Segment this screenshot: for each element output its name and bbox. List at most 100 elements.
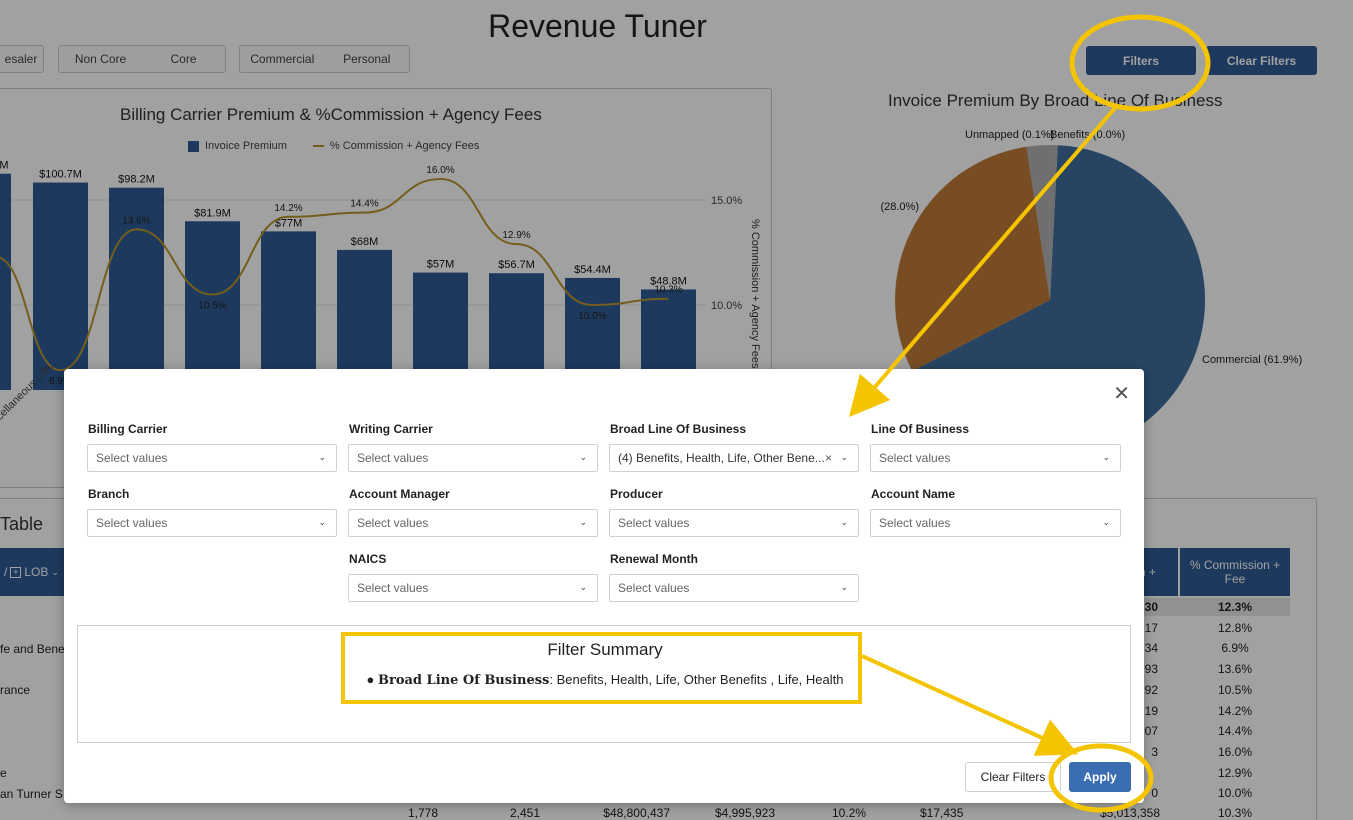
chevron-down-icon[interactable]: ⌄ [51, 566, 59, 577]
clear-selection-icon[interactable]: × [824, 451, 832, 465]
commission-line [0, 177, 669, 372]
segment-core-label[interactable]: Core [170, 52, 197, 66]
bar-data-label: $68M [351, 236, 379, 248]
page-title: Revenue Tuner [488, 8, 707, 44]
lob-placeholder: Select values [879, 451, 951, 465]
filter-label-producer: Producer [610, 487, 663, 501]
table-cell: 34 [1144, 641, 1158, 655]
filter-label-writing-carrier: Writing Carrier [349, 422, 433, 436]
producer-select[interactable]: Select values ⌄ [609, 509, 859, 537]
branch-select[interactable]: Select values ⌄ [87, 509, 337, 537]
table-cell: 1,778 [407, 806, 438, 820]
bar-chart-legend: Invoice Premium % Commission + Agency Fe… [188, 140, 479, 152]
legend-line-swatch [312, 145, 324, 147]
broad-lob-select[interactable]: (4) Benefits, Health, Life, Other Bene..… [609, 444, 859, 472]
table-cell: 93 [1144, 662, 1158, 676]
filter-label-renewal-month: Renewal Month [610, 552, 699, 566]
table-cell-commission: 10.0% [1217, 786, 1253, 800]
segment-commercial-toggle[interactable]: Commercial Personal [239, 45, 410, 73]
renewal-month-select[interactable]: Select values ⌄ [609, 574, 859, 602]
segment-commercial-label[interactable]: Commercial [250, 52, 315, 66]
table-cell: 2,451 [509, 806, 540, 820]
lob-header[interactable]: LOB [24, 565, 49, 579]
filter-label-branch: Branch [88, 487, 130, 501]
table-header-commission: % Commission + Fee [1180, 548, 1290, 596]
chevron-down-icon: ⌄ [318, 517, 326, 527]
summary-value: : Benefits, Health, Life, Other Benefits… [549, 672, 844, 687]
billing-carrier-placeholder: Select values [96, 451, 168, 465]
bar-chart-title: Billing Carrier Premium & %Commission + … [120, 105, 542, 124]
right-axis-tick-10: 10.0% [711, 300, 743, 312]
close-icon[interactable]: ✕ [1113, 383, 1130, 405]
filter-modal: ✕ Billing Carrier Select values ⌄ Writing… [64, 369, 1144, 803]
chevron-down-icon: ⌄ [1102, 517, 1110, 527]
account-name-select[interactable]: Select values ⌄ [870, 509, 1121, 537]
bar-invoice-premium[interactable] [261, 231, 316, 390]
bar-data-label: $98.2M [118, 174, 155, 186]
account-name-placeholder: Select values [879, 516, 951, 530]
broad-lob-value: (4) Benefits, Health, Life, Other Bene..… [618, 451, 825, 465]
account-manager-placeholder: Select values [357, 516, 429, 530]
bar-data-label: $54.4M [574, 264, 611, 276]
table-cell: $17,435 [920, 806, 964, 820]
line-data-label: 10.0% [578, 311, 606, 322]
chevron-down-icon: ⌄ [579, 452, 587, 462]
filter-summary-line: ● Broad Line Of Business: Benefits, Heal… [78, 672, 1132, 688]
naics-placeholder: Select values [357, 581, 429, 595]
filter-summary-title: Filter Summary [547, 640, 663, 659]
filter-label-naics: NAICS [349, 552, 387, 566]
chevron-down-icon: ⌄ [579, 517, 587, 527]
table-cell-commission: 13.6% [1217, 662, 1253, 676]
table-cell: 17 [1144, 621, 1158, 635]
writing-carrier-select[interactable]: Select values ⌄ [348, 444, 598, 472]
table-cell-commission: 6.9% [1221, 641, 1249, 655]
table-cell-commission: 10.5% [1217, 683, 1253, 697]
bullet: ● [366, 672, 375, 687]
table-cell-commission: 12.8% [1217, 621, 1253, 635]
table-cell: $4,995,923 [714, 806, 775, 820]
segment-core-toggle[interactable]: Non Core Core [58, 45, 226, 73]
apply-button[interactable]: Apply [1069, 762, 1131, 792]
bar-invoice-premium[interactable] [337, 249, 392, 390]
chevron-down-icon: ⌄ [1102, 452, 1110, 462]
table-row-label: rance [0, 683, 31, 697]
branch-placeholder: Select values [96, 516, 168, 530]
table-cell: 3 [1151, 745, 1158, 759]
table-cell-commission: 14.4% [1217, 724, 1253, 738]
segment-noncore-label[interactable]: Non Core [74, 52, 127, 66]
line-data-label: 16.0% [426, 165, 454, 176]
chevron-down-icon: ⌄ [840, 517, 848, 527]
chevron-down-icon: ⌄ [840, 582, 848, 592]
expand-icon[interactable]: + [10, 566, 22, 578]
table-cell-commission: 12.3% [1217, 600, 1253, 614]
bar-data-label: $77M [275, 217, 303, 229]
table-row-label: e [0, 766, 7, 780]
lob-select[interactable]: Select values ⌄ [870, 444, 1121, 472]
chevron-down-icon: ⌄ [840, 452, 848, 462]
bar-invoice-premium[interactable] [0, 173, 11, 390]
bar-data-label: $57M [427, 259, 455, 271]
clear-filters-button[interactable]: Clear Filters [1206, 46, 1317, 75]
bar-data-label: $48.8M [650, 275, 687, 287]
account-manager-select[interactable]: Select values ⌄ [348, 509, 598, 537]
bar-invoice-premium[interactable] [109, 187, 164, 390]
table-header-left: / + LOB ⌄ [0, 548, 70, 596]
summary-key: Broad Line Of Business [378, 673, 550, 688]
segment-personal-label[interactable]: Personal [343, 52, 391, 66]
legend-bar-label: Invoice Premium [205, 140, 287, 152]
legend-line-label: % Commission + Agency Fees [329, 140, 480, 152]
table-title: Table [0, 514, 44, 534]
segment-reseller[interactable]: esaler [0, 45, 44, 73]
naics-select[interactable]: Select values ⌄ [348, 574, 598, 602]
bar-invoice-premium[interactable] [185, 221, 240, 390]
chevron-down-icon: ⌄ [318, 452, 326, 462]
table-cell-commission: 16.0% [1217, 745, 1253, 759]
filter-label-lob: Line Of Business [871, 422, 970, 436]
table-cell-commission: 12.9% [1217, 766, 1253, 780]
modal-clear-filters-button[interactable]: Clear Filters [965, 762, 1061, 792]
table-cell-commission: 10.3% [1217, 806, 1253, 820]
table-cell: 07 [1144, 724, 1158, 738]
billing-carrier-select[interactable]: Select values ⌄ [87, 444, 337, 472]
bar-data-label: $81.9M [194, 207, 231, 219]
bar-data-label: $100.7M [39, 169, 82, 181]
